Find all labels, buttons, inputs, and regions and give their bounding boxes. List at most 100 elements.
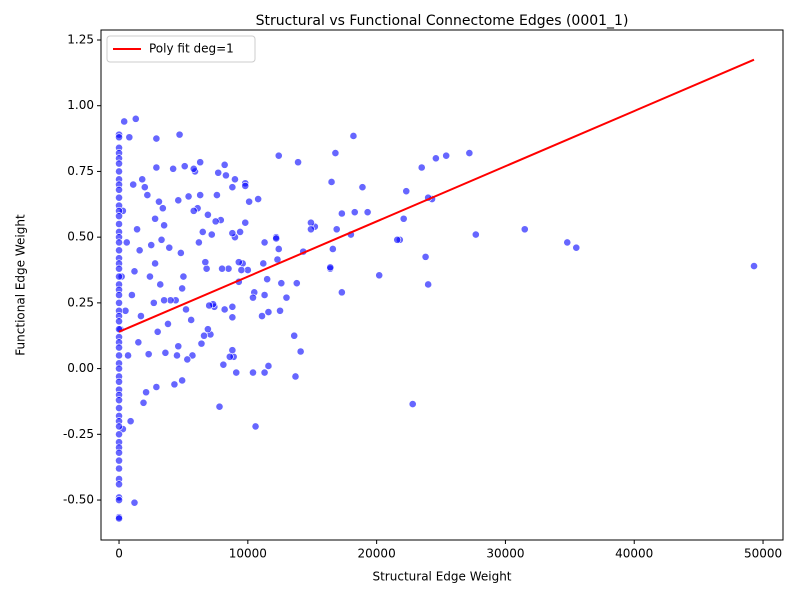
scatter-point <box>328 245 337 253</box>
scatter-point <box>202 264 211 273</box>
scatter-point <box>115 377 123 386</box>
scatter-point <box>228 183 237 192</box>
scatter-point <box>408 400 417 408</box>
y-tick-label: -0.50 <box>63 493 94 507</box>
scatter-point <box>115 456 123 465</box>
scatter-point <box>349 132 358 140</box>
scatter-point <box>260 291 269 299</box>
x-tick-label: 50000 <box>744 547 782 561</box>
scatter-point <box>115 238 123 247</box>
scatter-point <box>115 364 123 373</box>
scatter-point <box>175 130 184 139</box>
scatter-point <box>363 208 372 217</box>
chart-title: Structural vs Functional Connectome Edge… <box>256 13 629 29</box>
scatter-point <box>115 212 123 221</box>
scatter-point <box>196 158 205 167</box>
scatter-point <box>151 214 159 223</box>
scatter-point <box>137 312 145 320</box>
scatter-point <box>218 264 226 273</box>
y-tick-label: -0.25 <box>63 427 94 441</box>
scatter-point <box>115 343 123 352</box>
scatter-point <box>204 210 212 219</box>
scatter-point <box>183 355 192 364</box>
scatter-point <box>138 175 147 184</box>
y-tick-label: 0.50 <box>67 230 94 244</box>
scatter-point <box>204 325 212 334</box>
scatter-point <box>211 217 220 226</box>
scatter-point <box>194 238 203 247</box>
scatter-point <box>291 372 300 381</box>
scatter-point <box>158 204 167 213</box>
scatter-point <box>160 296 169 305</box>
scatter-point <box>160 221 169 230</box>
scatter-point <box>207 230 216 239</box>
scatter-point <box>215 402 224 411</box>
scatter-point <box>115 404 123 412</box>
scatter-point <box>393 235 402 244</box>
scatter-point <box>417 163 426 172</box>
plot-frame <box>100 29 784 541</box>
scatter-point <box>274 245 283 253</box>
scatter-point <box>121 306 130 315</box>
scatter-point <box>214 168 223 177</box>
scatter-point <box>115 167 123 176</box>
scatter-point <box>115 430 123 439</box>
scatter-point <box>750 262 758 270</box>
scatter-point <box>152 163 161 172</box>
scatter-point <box>188 351 197 360</box>
scatter-point <box>115 396 123 405</box>
scatter-point <box>264 362 273 370</box>
scatter-point <box>143 191 152 199</box>
x-tick-label: 30000 <box>486 547 524 561</box>
y-tick-label: 0.25 <box>67 295 94 309</box>
y-axis-label: Functional Edge Weight <box>14 214 28 356</box>
scatter-point <box>115 464 123 473</box>
scatter-point <box>228 229 237 238</box>
x-tick-label: 40000 <box>615 547 653 561</box>
scatter-point <box>164 320 172 328</box>
scatter-point <box>115 298 123 307</box>
scatter-point <box>259 259 268 268</box>
scatter-point <box>174 342 183 351</box>
legend-label: Poly fit deg=1 <box>149 42 234 56</box>
scatter-point <box>234 258 243 267</box>
scatter-point <box>115 185 123 194</box>
scatter-point <box>131 114 140 123</box>
scatter-point <box>290 331 299 340</box>
scatter-point <box>277 279 286 288</box>
scatter-point <box>115 193 123 202</box>
scatter-point <box>169 164 178 173</box>
scatter-point <box>187 316 196 324</box>
scatter-point <box>115 448 123 457</box>
scatter-point <box>307 225 315 234</box>
scatter-point <box>264 308 273 316</box>
scatter-point <box>129 180 138 189</box>
scatter-point <box>326 263 335 272</box>
scatter-point <box>128 291 136 299</box>
scatter-point <box>296 347 305 356</box>
y-tick-label: 0.75 <box>67 164 94 178</box>
scatter-point <box>358 183 367 192</box>
scatter-point <box>161 348 170 357</box>
y-tick-label: 1.00 <box>67 98 94 112</box>
scatter-point <box>157 235 166 244</box>
scatter-point <box>198 227 207 236</box>
scatter-point <box>220 160 229 169</box>
legend: Poly fit deg=1 <box>106 35 256 63</box>
scatter-point <box>133 225 141 234</box>
scatter-point <box>254 195 263 203</box>
scatter-point <box>241 181 250 190</box>
scatter-point <box>115 514 123 523</box>
scatter-point <box>140 183 149 192</box>
scatter-point <box>263 275 272 284</box>
scatter-point <box>307 218 315 227</box>
scatter-point <box>272 234 281 243</box>
scatter-point <box>152 383 161 391</box>
scatter-point <box>176 249 185 257</box>
scatter-point <box>130 267 139 276</box>
scatter-point <box>228 302 237 311</box>
scatter-point <box>465 149 474 157</box>
scatter-point <box>122 238 131 247</box>
scatter-point <box>147 241 156 249</box>
